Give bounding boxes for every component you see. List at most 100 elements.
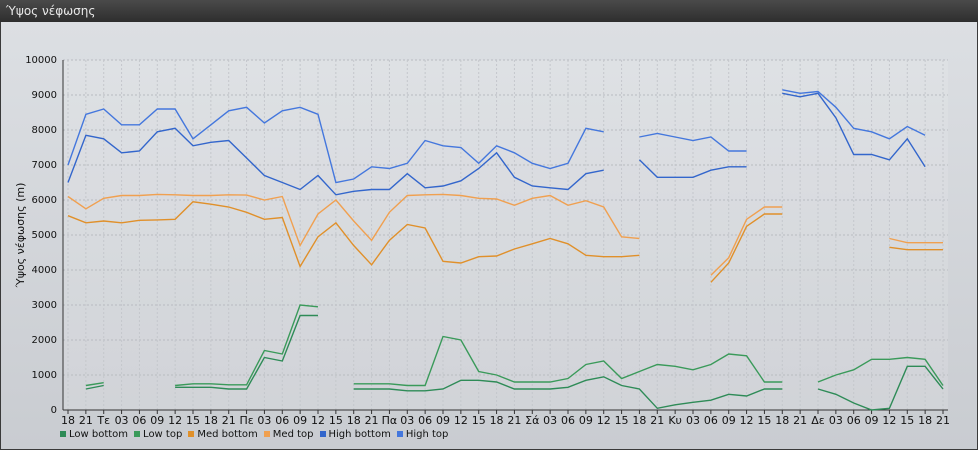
legend-entry: High top (396, 427, 449, 441)
legend-entry: Med top (263, 427, 314, 441)
x-tick-label: 21 (793, 414, 807, 427)
x-tick-label: 15 (186, 414, 200, 427)
x-tick-label: 12 (740, 414, 754, 427)
series-line-low-bottom (353, 376, 783, 410)
x-tick-label: 15 (329, 414, 343, 427)
x-tick-label: 03 (686, 414, 700, 427)
y-axis-label: Ύψος νέφωσης (m) (14, 183, 27, 289)
x-tick-label: 09 (579, 414, 593, 427)
x-tick-label: Κυ (668, 414, 682, 427)
y-tick-label: 4000 (32, 265, 57, 276)
series-line-med-top (710, 206, 783, 276)
x-tick-label: 12 (311, 414, 325, 427)
chart-legend: Low bottom Low top Med bottom Med top High b… (60, 427, 454, 441)
series-line-med-bottom (710, 213, 783, 283)
x-tick-label: 18 (632, 414, 646, 427)
legend-swatch (60, 431, 66, 437)
series-line-low-top (175, 304, 319, 387)
series-line-high-bottom (638, 159, 747, 178)
legend-label: Med top (272, 428, 314, 440)
legend-entry: Low top (134, 427, 182, 441)
x-tick-label: 21 (365, 414, 379, 427)
x-tick-label: 09 (293, 414, 307, 427)
x-tick-label: 21 (507, 414, 521, 427)
legend-label: High top (405, 428, 449, 440)
series-line-high-top (67, 106, 604, 184)
series-line-med-bottom (67, 201, 640, 269)
y-tick-label: 8000 (32, 125, 57, 136)
x-tick-label: 06 (704, 414, 718, 427)
x-tick-label: 03 (543, 414, 557, 427)
x-tick-label: 12 (597, 414, 611, 427)
x-tick-label: 09 (436, 414, 450, 427)
legend-swatch (134, 431, 141, 437)
series-line-high-bottom (67, 127, 604, 196)
legend-swatch (396, 431, 403, 437)
legend-label: Med bottom (197, 428, 258, 440)
series-line-low-top (817, 356, 944, 386)
x-tick-label: 18 (918, 414, 932, 427)
legend-swatch (319, 431, 326, 437)
legend-swatch (188, 431, 195, 437)
x-tick-label: 15 (757, 414, 771, 427)
legend-label: Low bottom (69, 428, 129, 440)
x-tick-label: Δε (811, 414, 825, 427)
x-tick-label: 18 (490, 414, 504, 427)
series-line-med-top (889, 237, 943, 244)
y-tick-label: 7000 (32, 160, 57, 171)
x-tick-label: 09 (865, 414, 879, 427)
x-tick-label: 06 (847, 414, 861, 427)
legend-label: High bottom (328, 428, 391, 440)
x-tick-label: 15 (615, 414, 629, 427)
legend-label: Low top (143, 428, 183, 440)
y-tick-label: 3000 (32, 300, 57, 311)
y-tick-label: 1000 (32, 370, 57, 381)
x-tick-label: 18 (204, 414, 218, 427)
x-tick-label: 09 (150, 414, 164, 427)
x-tick-label: 18 (347, 414, 361, 427)
x-tick-label: 03 (115, 414, 129, 427)
x-tick-label: 18 (61, 414, 75, 427)
series-line-low-top (353, 335, 783, 387)
legend-entry: High bottom (319, 427, 391, 441)
legend-swatch (263, 431, 270, 437)
x-tick-label: 12 (882, 414, 896, 427)
series-line-low-bottom (85, 384, 104, 390)
x-tick-label: 15 (472, 414, 486, 427)
x-tick-label: 18 (775, 414, 789, 427)
y-tick-label: 9000 (32, 90, 57, 101)
x-tick-label: 21 (650, 414, 664, 427)
x-tick-label: 06 (132, 414, 146, 427)
series-line-low-bottom (175, 314, 318, 390)
x-tick-label: 06 (561, 414, 575, 427)
y-tick-label: 2000 (32, 335, 57, 346)
x-tick-label: 03 (400, 414, 414, 427)
series-line-low-top (85, 382, 104, 387)
series-line-high-top (782, 89, 926, 140)
x-tick-label: 21 (79, 414, 93, 427)
legend-entry: Low bottom (60, 427, 128, 441)
x-tick-label: Τε (96, 414, 110, 427)
series-line-high-top (639, 132, 747, 152)
x-tick-label: 12 (454, 414, 468, 427)
y-tick-label: 6000 (32, 195, 57, 206)
x-tick-label: Σά (525, 414, 539, 427)
x-tick-label: 21 (936, 414, 950, 427)
x-tick-label: 21 (222, 414, 236, 427)
y-tick-label: 0 (51, 405, 57, 416)
y-tick-label: 10000 (25, 55, 57, 66)
window-title: Ύψος νέφωσης (0, 0, 978, 22)
x-tick-label: Πε (239, 414, 253, 427)
x-tick-label: 03 (257, 414, 271, 427)
x-tick-label: 06 (275, 414, 289, 427)
series-line-low-bottom (817, 365, 944, 411)
x-tick-label: 09 (722, 414, 736, 427)
x-tick-label: 12 (168, 414, 182, 427)
x-tick-label: 03 (829, 414, 843, 427)
x-tick-label: 06 (418, 414, 432, 427)
y-tick-label: 5000 (32, 230, 57, 241)
series-line-high-bottom (782, 92, 926, 168)
legend-entry: Med bottom (188, 427, 258, 441)
